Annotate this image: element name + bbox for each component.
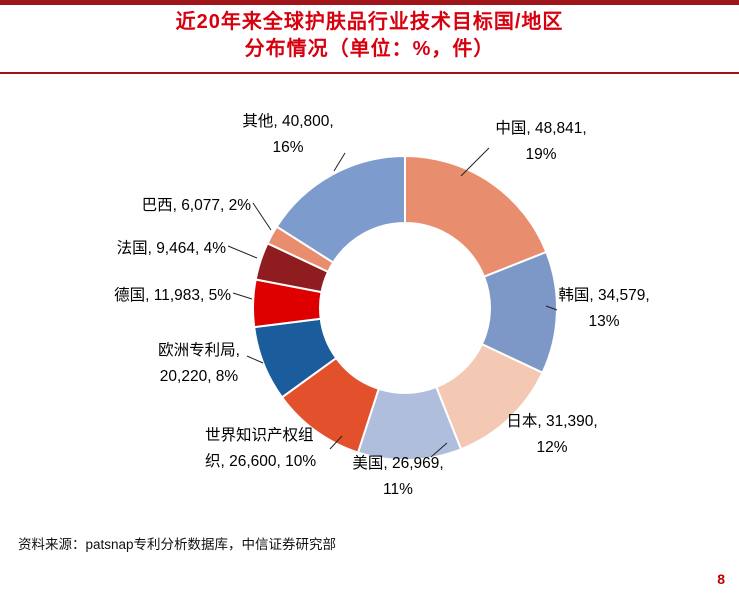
slice-china [404, 154, 548, 278]
chart-title-line1: 近20年来全球护肤品行业技术目标国/地区 [175, 11, 564, 33]
chart-title: 近20年来全球护肤品行业技术目标国/地区 分布情况（单位：%，件） [0, 9, 739, 63]
leader-korea [545, 305, 558, 311]
leader-china [460, 147, 490, 177]
source-note: 资料来源：patsnap专利分析数据库，中信证券研究部 [18, 537, 337, 552]
leader-epo [246, 355, 264, 364]
chart-title-line2: 分布情况（单位：%，件） [244, 38, 495, 60]
leader-brazil [252, 202, 272, 231]
header-top-rule [0, 0, 739, 5]
header-bottom-rule [0, 72, 739, 74]
slice-other [275, 154, 406, 264]
leader-germany [232, 292, 253, 300]
leader-other [333, 152, 346, 172]
page-number: 8 [717, 571, 725, 587]
leader-usa [430, 442, 448, 458]
leader-france [227, 245, 258, 259]
leader-wipo [329, 435, 343, 450]
